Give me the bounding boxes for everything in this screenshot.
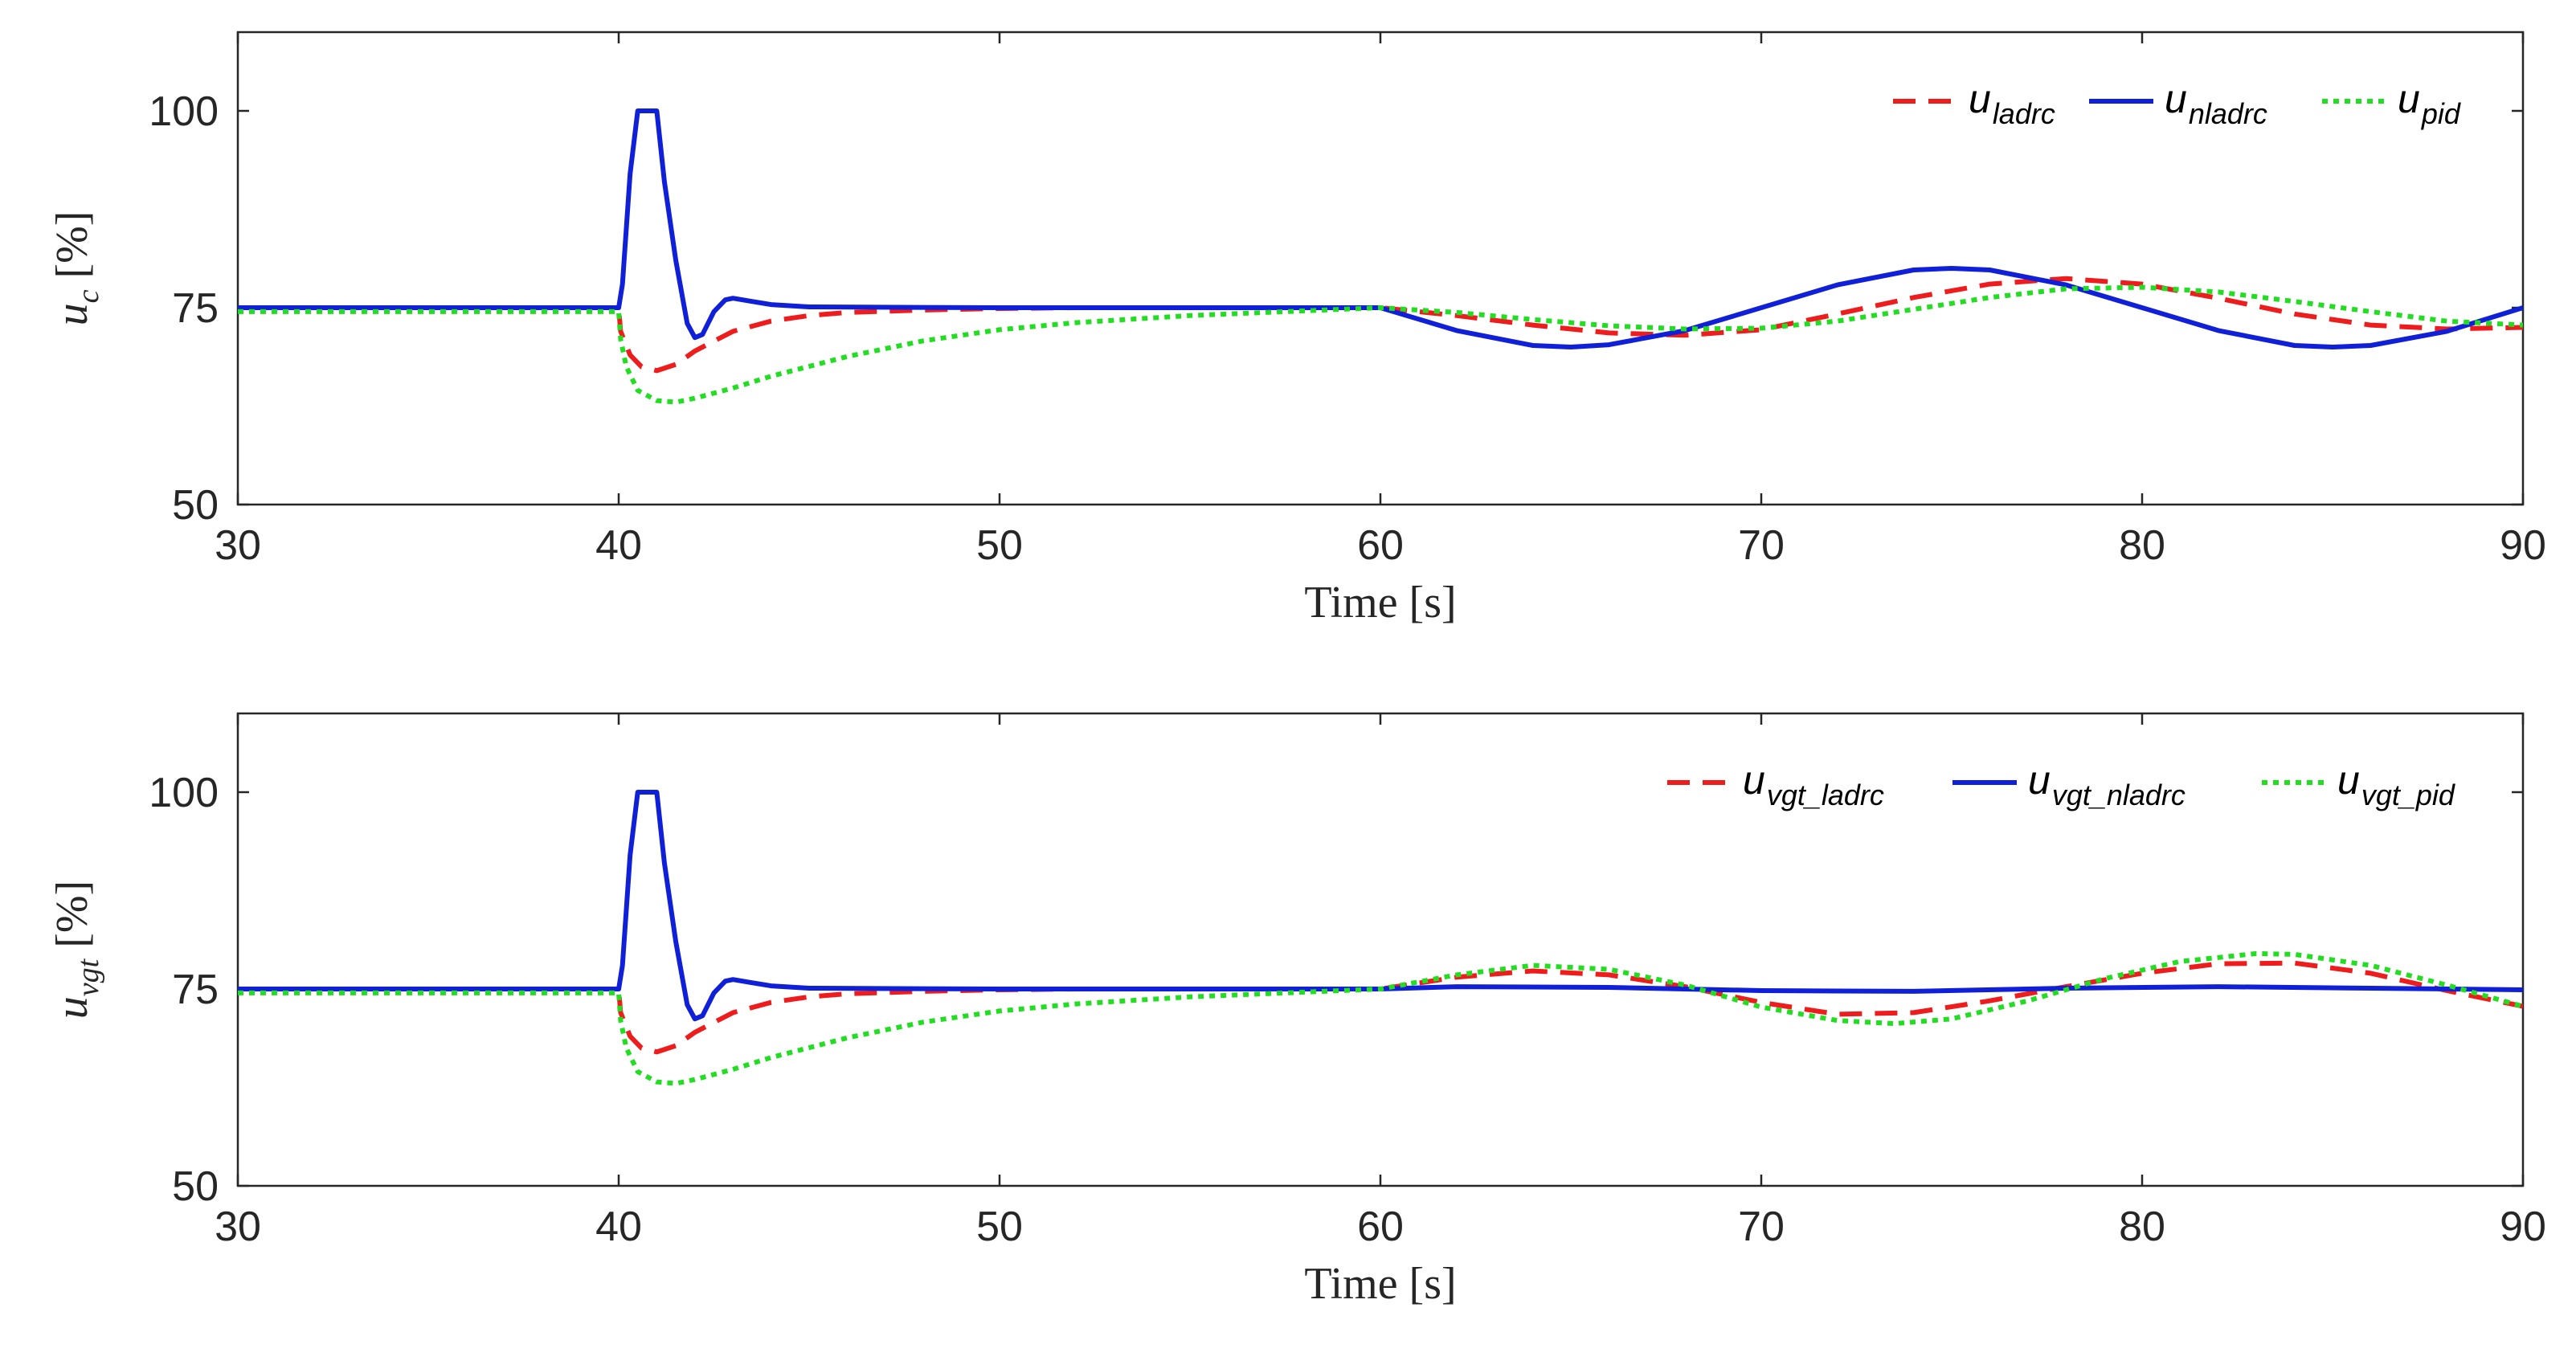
y-tick-label: 75 [172,967,219,1013]
y-axis-unit: [%] [47,881,97,948]
series-line-u_vgt_nladrc [238,790,2523,1022]
x-tick-label: 90 [2500,1204,2546,1250]
series-line-u_vgt_ladrc [238,960,2523,1055]
x-tick-label: 80 [2119,522,2165,569]
x-tick-label: 40 [595,522,642,569]
x-tick-label: 40 [595,1204,642,1250]
series-line-u_ladrc [238,276,2523,374]
y-tick-label: 75 [172,285,219,332]
x-axis-label: Time [s] [1304,578,1456,627]
x-tick-label: 70 [1738,522,1785,569]
series-line-u_nladrc [238,108,2523,349]
plot-area [238,108,2523,405]
y-axis-label: uvgt [%] [47,881,105,1019]
x-tick-label: 80 [2119,1204,2165,1250]
x-tick-label: 90 [2500,522,2546,569]
y-axis-subscript: vgt [72,958,105,996]
x-axis-label: Time [s] [1304,1259,1456,1309]
y-tick-label: 50 [172,482,219,529]
series-line-u_vgt_pid [238,950,2523,1086]
legend-label-u_vgt_nladrc: uvgt_nladrc [2028,758,2186,811]
legend: uvgt_ladrc uvgt_nladrc uvgt_pid [1667,758,2455,811]
x-tick-label: 60 [1357,522,1404,569]
chart-panel-1: 30 40 50 60 70 80 90 50 75 100 Time [s] uc [%] uladrc… [47,31,2546,627]
y-tick-label: 100 [149,770,219,816]
x-tick-label: 50 [976,1204,1023,1250]
x-tick-label: 70 [1738,1204,1785,1250]
y-axis-subscript: c [72,289,105,303]
plot-area [238,790,2523,1086]
y-tick-label: 50 [172,1163,219,1210]
legend-label-u_vgt_pid: uvgt_pid [2337,758,2455,811]
x-tick-label: 50 [976,522,1023,569]
x-tick-label: 30 [215,1204,261,1250]
y-tick-label: 100 [149,88,219,135]
y-axis-symbol: u [47,996,97,1019]
legend: uladrc unladrc upid [1893,76,2461,130]
legend-label-u_ladrc: uladrc [1969,76,2055,130]
x-tick-label: 60 [1357,1204,1404,1250]
x-tick-label: 30 [215,522,261,569]
legend-label-u_vgt_ladrc: uvgt_ladrc [1743,758,1884,811]
series-line-u_pid [238,284,2523,405]
y-axis-label: uc [%] [47,211,105,326]
y-axis-symbol: u [47,303,97,325]
legend-label-u_nladrc: unladrc [2165,76,2267,130]
legend-label-u_pid: upid [2398,76,2461,130]
y-axis-unit: [%] [47,211,97,279]
